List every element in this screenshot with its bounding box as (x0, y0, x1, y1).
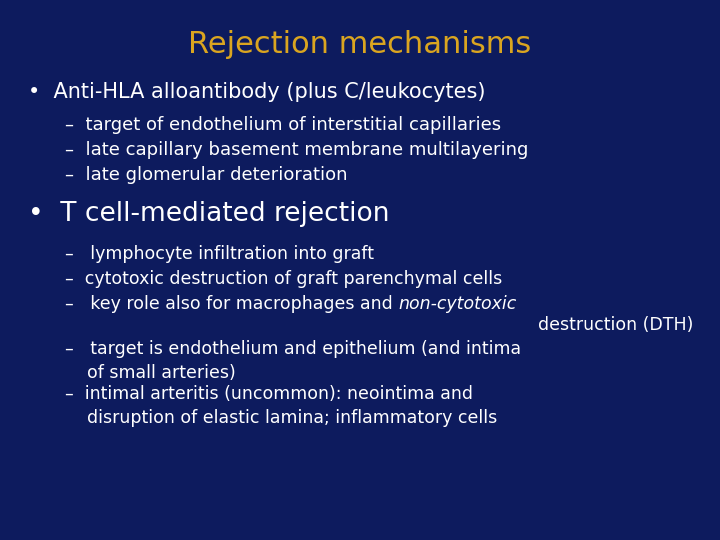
Text: •  T cell-mediated rejection: • T cell-mediated rejection (28, 201, 390, 227)
Text: –  late capillary basement membrane multilayering: – late capillary basement membrane multi… (65, 141, 528, 159)
Text: –   target is endothelium and epithelium (and intima
    of small arteries): – target is endothelium and epithelium (… (65, 340, 521, 382)
Text: Rejection mechanisms: Rejection mechanisms (189, 30, 531, 59)
Text: –   lymphocyte infiltration into graft: – lymphocyte infiltration into graft (65, 245, 374, 263)
Text: –  late glomerular deterioration: – late glomerular deterioration (65, 166, 348, 184)
Text: –   key role also for macrophages and: – key role also for macrophages and (65, 295, 398, 313)
Text: •  Anti-HLA alloantibody (plus C/leukocytes): • Anti-HLA alloantibody (plus C/leukocyt… (28, 82, 485, 102)
Text: –  intimal arteritis (uncommon): neointima and
    disruption of elastic lamina;: – intimal arteritis (uncommon): neointim… (65, 385, 498, 427)
Text: non-cytotoxic: non-cytotoxic (398, 295, 516, 313)
Text: destruction (DTH): destruction (DTH) (516, 295, 694, 334)
Text: –  target of endothelium of interstitial capillaries: – target of endothelium of interstitial … (65, 116, 501, 134)
Text: –  cytotoxic destruction of graft parenchymal cells: – cytotoxic destruction of graft parench… (65, 270, 503, 288)
